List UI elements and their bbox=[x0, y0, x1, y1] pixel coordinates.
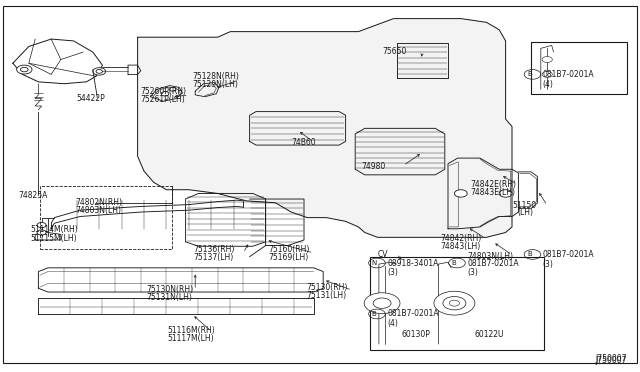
Text: 75130N(RH): 75130N(RH) bbox=[146, 285, 193, 294]
Text: 081B7-0201A: 081B7-0201A bbox=[387, 310, 439, 318]
Text: 08918-3401A: 08918-3401A bbox=[387, 259, 438, 267]
Text: 54422P: 54422P bbox=[77, 94, 106, 103]
Circle shape bbox=[443, 296, 466, 310]
Text: B: B bbox=[527, 71, 532, 77]
Text: (4): (4) bbox=[387, 319, 398, 328]
Text: 74980: 74980 bbox=[362, 162, 386, 171]
Text: 60130P: 60130P bbox=[402, 330, 431, 339]
Polygon shape bbox=[138, 19, 512, 237]
Text: 75131N(LH): 75131N(LH) bbox=[146, 293, 192, 302]
Text: 75130(RH): 75130(RH) bbox=[306, 283, 348, 292]
Text: 74802N(RH): 74802N(RH) bbox=[76, 198, 122, 207]
Text: CV: CV bbox=[378, 250, 388, 259]
Text: N: N bbox=[371, 260, 376, 266]
Text: 081B7-0201A: 081B7-0201A bbox=[543, 250, 595, 259]
Circle shape bbox=[373, 298, 391, 308]
Text: 51115M(LH): 51115M(LH) bbox=[31, 234, 77, 243]
Circle shape bbox=[454, 190, 467, 197]
Text: 75136(RH): 75136(RH) bbox=[193, 245, 235, 254]
Text: 60122U: 60122U bbox=[475, 330, 504, 339]
Text: 75260P(RH): 75260P(RH) bbox=[141, 87, 187, 96]
Text: (4): (4) bbox=[543, 80, 554, 89]
Circle shape bbox=[449, 300, 460, 306]
Circle shape bbox=[17, 65, 32, 74]
Text: 74842E(RH): 74842E(RH) bbox=[470, 180, 516, 189]
Text: 51150: 51150 bbox=[512, 201, 536, 210]
Circle shape bbox=[170, 87, 176, 91]
Text: J750007: J750007 bbox=[595, 355, 627, 363]
Text: 75129N(LH): 75129N(LH) bbox=[192, 80, 238, 89]
Text: 75261P(LH): 75261P(LH) bbox=[141, 95, 186, 104]
Text: B: B bbox=[451, 260, 456, 266]
Text: (3): (3) bbox=[387, 268, 398, 277]
Text: B: B bbox=[527, 251, 532, 257]
Text: 75131(LH): 75131(LH) bbox=[306, 291, 346, 300]
Text: 51114M(RH): 51114M(RH) bbox=[31, 225, 79, 234]
Text: 51117M(LH): 51117M(LH) bbox=[168, 334, 214, 343]
Text: 75160(RH): 75160(RH) bbox=[269, 245, 310, 254]
Text: 74803N(LH): 74803N(LH) bbox=[76, 206, 122, 215]
Text: 74803N(LH): 74803N(LH) bbox=[467, 252, 513, 261]
Text: 75650: 75650 bbox=[383, 47, 407, 56]
Text: 081B7-0201A: 081B7-0201A bbox=[467, 259, 519, 267]
Text: B: B bbox=[371, 311, 376, 317]
Text: 74843(LH): 74843(LH) bbox=[440, 242, 481, 251]
Circle shape bbox=[37, 230, 46, 235]
Bar bbox=[370, 257, 544, 350]
Text: 75137(LH): 75137(LH) bbox=[193, 253, 234, 262]
Text: (3): (3) bbox=[543, 260, 554, 269]
Text: (LH): (LH) bbox=[517, 208, 533, 217]
Text: 74843E(LH): 74843E(LH) bbox=[470, 188, 515, 197]
Circle shape bbox=[37, 222, 46, 228]
Text: (3): (3) bbox=[467, 268, 478, 277]
Text: 51116M(RH): 51116M(RH) bbox=[168, 326, 216, 335]
Text: 74825A: 74825A bbox=[18, 191, 47, 200]
Circle shape bbox=[499, 190, 512, 197]
Text: J750007: J750007 bbox=[595, 356, 627, 365]
Circle shape bbox=[542, 71, 552, 77]
Text: 081B7-0201A: 081B7-0201A bbox=[543, 70, 595, 79]
Text: 74B60: 74B60 bbox=[291, 138, 316, 147]
Circle shape bbox=[542, 57, 552, 62]
Bar bbox=[531, 42, 627, 94]
Text: 75128N(RH): 75128N(RH) bbox=[192, 72, 239, 81]
Text: 74842(RH): 74842(RH) bbox=[440, 234, 481, 243]
Text: 75169(LH): 75169(LH) bbox=[269, 253, 309, 262]
Circle shape bbox=[161, 92, 169, 96]
Bar bbox=[40, 186, 172, 249]
Circle shape bbox=[364, 293, 400, 314]
Circle shape bbox=[93, 68, 106, 75]
Circle shape bbox=[434, 291, 475, 315]
